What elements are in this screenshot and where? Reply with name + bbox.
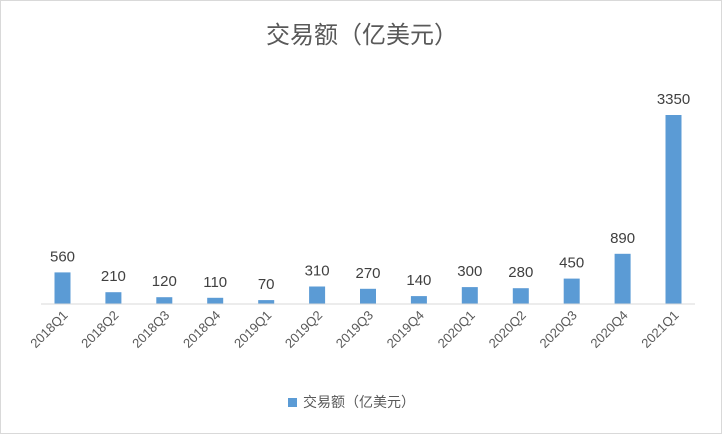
bar-2020Q1 (461, 287, 478, 304)
data-label-2019Q1: 70 (258, 276, 275, 293)
x-tick-2019Q3: 2019Q3 (333, 308, 376, 351)
legend: 交易额（亿美元） (288, 394, 415, 411)
bar-2019Q4 (410, 296, 427, 304)
bar-2019Q2 (309, 286, 326, 304)
data-label-2020Q4: 890 (610, 230, 635, 247)
bar-2018Q4 (207, 297, 224, 304)
x-tick-2018Q1: 2018Q1 (27, 308, 70, 351)
legend-label: 交易额（亿美元） (303, 394, 415, 411)
bar-2018Q3 (156, 297, 173, 304)
bar-2020Q3 (563, 278, 580, 304)
x-tick-2021Q1: 2021Q1 (638, 308, 681, 351)
bar-2021Q1 (665, 115, 682, 304)
data-label-2021Q1: 3350 (657, 91, 690, 108)
data-label-2020Q1: 300 (457, 263, 482, 280)
legend-swatch (288, 398, 297, 407)
x-tick-2020Q2: 2020Q2 (486, 308, 529, 351)
bar-2018Q1 (54, 272, 71, 304)
x-tick-2018Q2: 2018Q2 (78, 308, 121, 351)
data-label-2020Q2: 280 (508, 264, 533, 281)
x-tick-2020Q4: 2020Q4 (587, 308, 630, 351)
data-label-2019Q4: 140 (406, 272, 431, 289)
x-tick-labels-group: 2018Q1 2018Q2 2018Q3 2018Q4 2019Q1 2019Q2 2019… (27, 308, 681, 351)
x-tick-2020Q1: 2020Q1 (435, 308, 478, 351)
x-tick-2019Q4: 2019Q4 (384, 308, 427, 351)
data-label-2018Q3: 120 (152, 273, 177, 290)
data-label-2019Q3: 270 (355, 265, 380, 282)
data-label-2020Q3: 450 (559, 255, 584, 272)
data-labels-group: 560 210 120 110 70 310 270 140 300 280 450 890 3350 (50, 91, 690, 293)
x-tick-2020Q3: 2020Q3 (537, 308, 580, 351)
bars-group (54, 115, 682, 304)
bar-2020Q4 (614, 253, 631, 304)
data-label-2018Q1: 560 (50, 248, 75, 265)
x-tick-2019Q1: 2019Q1 (231, 308, 274, 351)
x-tick-2019Q2: 2019Q2 (282, 308, 325, 351)
bar-2018Q2 (105, 292, 122, 304)
x-tick-2018Q4: 2018Q4 (180, 308, 223, 351)
bar-2019Q3 (360, 288, 376, 304)
chart-title: 交易额（亿美元） (266, 21, 458, 49)
bar-2020Q2 (512, 288, 529, 304)
x-tick-2018Q3: 2018Q3 (129, 308, 172, 351)
data-label-2018Q4: 110 (203, 274, 227, 291)
data-label-2019Q2: 310 (305, 263, 330, 280)
bar-2019Q1 (258, 300, 275, 304)
data-label-2018Q2: 210 (101, 268, 126, 285)
